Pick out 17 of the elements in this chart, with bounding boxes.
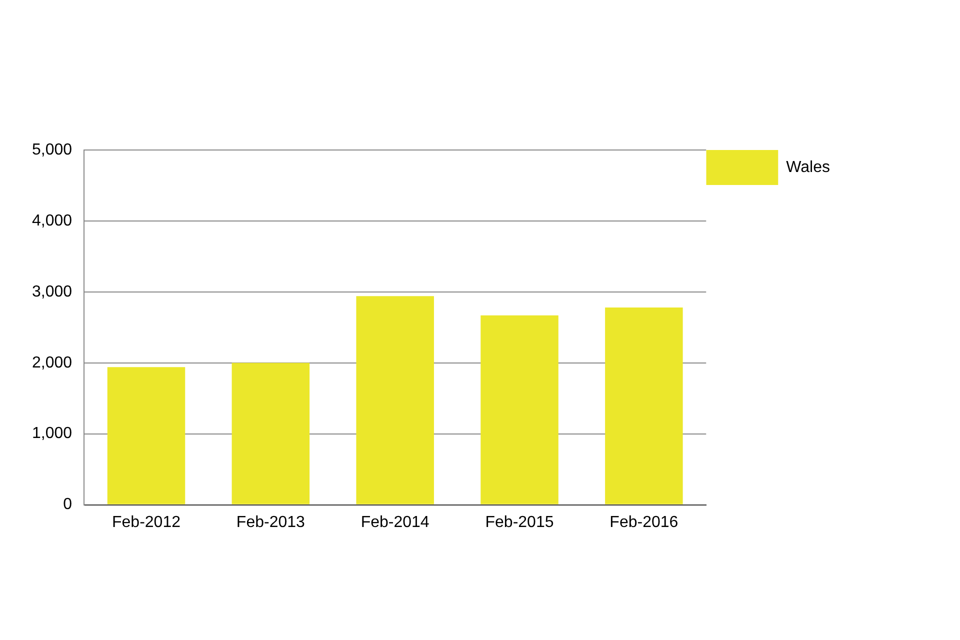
x-tick-label: Feb-2016 bbox=[610, 514, 678, 531]
bar bbox=[356, 296, 434, 504]
legend-label: Wales bbox=[786, 158, 830, 176]
y-tick-label: 5,000 bbox=[32, 141, 72, 158]
x-tick-label: Feb-2014 bbox=[360, 514, 430, 531]
y-tick-label: 2,000 bbox=[32, 354, 72, 372]
bar bbox=[232, 362, 310, 504]
x-tick-label: Feb-2015 bbox=[485, 514, 554, 531]
y-tick-label: 4,000 bbox=[32, 212, 72, 230]
x-tick-label: Feb-2013 bbox=[236, 514, 306, 531]
y-tick-label: 3,000 bbox=[32, 283, 72, 300]
y-tick-label: 1,000 bbox=[32, 425, 72, 442]
bar bbox=[107, 367, 186, 504]
y-tick-label: 0 bbox=[63, 496, 72, 514]
bar bbox=[480, 315, 558, 504]
x-tick-label: Feb-2012 bbox=[112, 514, 181, 531]
bar bbox=[605, 308, 683, 504]
